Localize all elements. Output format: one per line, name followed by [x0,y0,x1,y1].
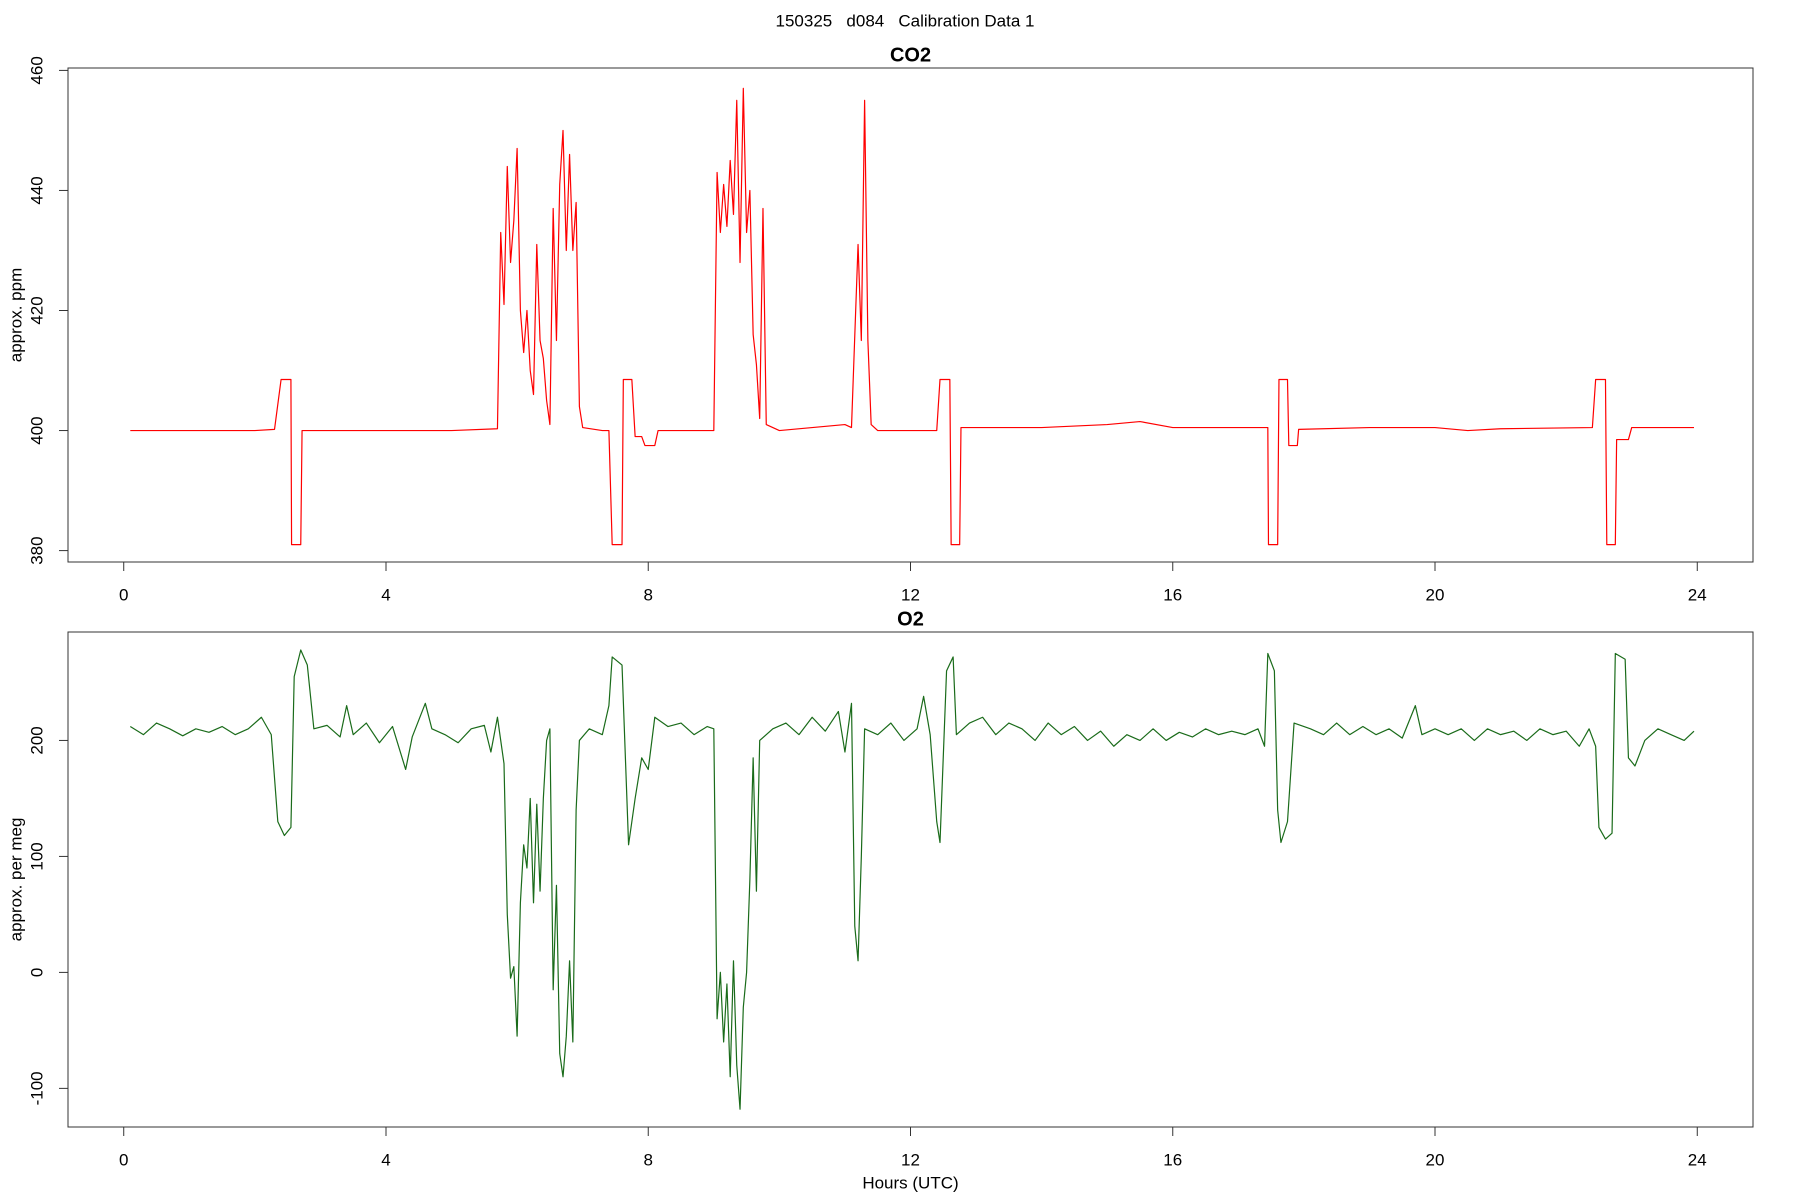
data-line [129,649,1695,1110]
y-axis-label: approx. per meg [6,818,25,942]
x-tick-label: 16 [1163,1150,1182,1169]
x-tick-label: 20 [1426,1150,1445,1169]
y-tick-label: 440 [27,176,46,204]
x-tick-label: 0 [119,1150,128,1169]
x-tick-label: 0 [119,585,128,604]
x-axis-label: Hours (UTC) [862,1173,958,1192]
x-tick-label: 12 [901,1150,920,1169]
x-tick-label: 8 [644,1150,653,1169]
y-tick-label: 200 [27,726,46,754]
y-tick-label: 460 [27,56,46,84]
x-tick-label: 24 [1688,1150,1707,1169]
y-tick-label: 0 [27,968,46,977]
chart-title: O2 [897,608,924,630]
y-axis-label: approx. ppm [6,268,25,363]
y-tick-label: -100 [27,1071,46,1105]
x-tick-label: 8 [644,585,653,604]
figure-title: 150325 d084 Calibration Data 1 [776,11,1035,30]
chart-title: CO2 [890,44,931,66]
data-line [130,87,1694,546]
y-tick-label: 380 [27,536,46,564]
x-tick-label: 4 [381,585,390,604]
y-tick-label: 400 [27,416,46,444]
y-tick-label: 420 [27,296,46,324]
x-tick-label: 16 [1163,585,1182,604]
x-tick-label: 12 [901,585,920,604]
x-tick-label: 4 [381,1150,390,1169]
x-tick-label: 20 [1426,585,1445,604]
x-tick-label: 24 [1688,585,1707,604]
y-tick-label: 100 [27,842,46,870]
